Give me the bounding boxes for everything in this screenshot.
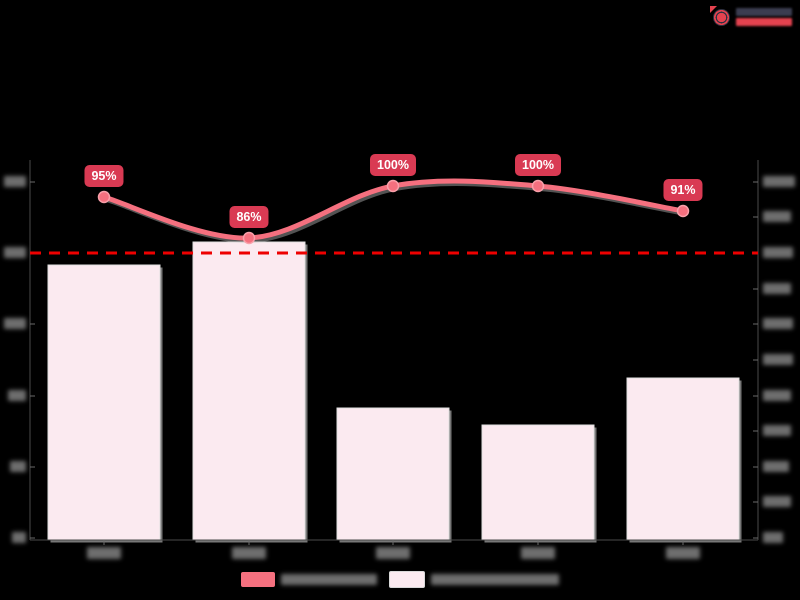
x-axis-tick-0[interactable] xyxy=(87,547,121,559)
line-marker-2[interactable] xyxy=(386,179,400,193)
x-axis-tick-2[interactable] xyxy=(376,547,410,559)
y-axis-right-tick-9 xyxy=(763,496,791,507)
bar-0[interactable] xyxy=(47,264,161,541)
y-axis-left-tick-0 xyxy=(4,176,26,187)
x-axis-tick-1[interactable] xyxy=(232,547,266,559)
legend-label-0 xyxy=(281,574,377,585)
line-marker-3[interactable] xyxy=(531,179,545,193)
data-label-4: 91% xyxy=(663,179,703,201)
bar-series xyxy=(47,241,742,543)
bar-3[interactable] xyxy=(481,424,595,541)
bar-2[interactable] xyxy=(336,407,450,541)
line-marker-1[interactable] xyxy=(242,231,256,245)
y-axis-left-tick-1 xyxy=(4,247,26,258)
y-axis-right-tick-1 xyxy=(763,211,791,222)
y-axis-left-tick-3 xyxy=(8,390,26,401)
legend-item-1[interactable] xyxy=(389,571,559,588)
legend-label-1 xyxy=(431,574,559,585)
legend-swatch-1 xyxy=(389,571,425,588)
x-axis-tick-3[interactable] xyxy=(521,547,555,559)
data-label-2: 100% xyxy=(370,154,416,176)
bar-1[interactable] xyxy=(192,241,306,541)
logo-wordmark-line-2 xyxy=(736,18,792,26)
data-label-0: 95% xyxy=(84,165,124,187)
chart-legend[interactable] xyxy=(233,567,567,592)
logo-target-icon xyxy=(713,9,730,26)
data-label-3: 100% xyxy=(515,154,561,176)
y-axis-right-tick-0 xyxy=(763,176,795,187)
y-axis-right-tick-3 xyxy=(763,283,791,294)
y-axis-right-tick-4 xyxy=(763,318,793,329)
logo-wordmark-line-1 xyxy=(736,8,792,16)
line-marker-4[interactable] xyxy=(676,204,690,218)
x-axis-tick-4[interactable] xyxy=(666,547,700,559)
bar-4[interactable] xyxy=(626,377,740,541)
logo-arrow-icon xyxy=(710,6,717,13)
y-axis-right-tick-10 xyxy=(763,532,783,543)
y-axis-right-tick-6 xyxy=(763,390,791,401)
legend-item-0[interactable] xyxy=(241,572,377,587)
axis-lines xyxy=(29,160,759,545)
data-label-1: 86% xyxy=(229,206,269,228)
legend-swatch-0 xyxy=(241,572,275,587)
y-axis-left-tick-5 xyxy=(12,532,26,543)
logo-mark-icon xyxy=(710,6,732,28)
y-axis-left-tick-2 xyxy=(4,318,26,329)
logo-wordmark xyxy=(736,8,792,26)
line-marker-0[interactable] xyxy=(97,190,111,204)
brand-logo xyxy=(710,4,792,30)
y-axis-left-tick-4 xyxy=(10,461,26,472)
y-axis-right-tick-7 xyxy=(763,425,791,436)
y-axis-right-tick-5 xyxy=(763,354,793,365)
line-markers xyxy=(97,179,690,245)
y-axis-right-tick-2 xyxy=(763,247,793,258)
y-axis-right-tick-8 xyxy=(763,461,789,472)
